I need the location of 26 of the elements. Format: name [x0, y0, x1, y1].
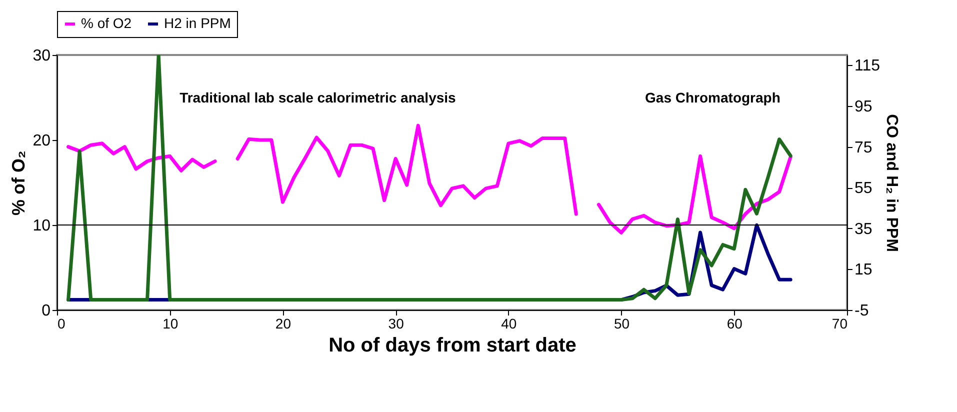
x-tick-label: 50	[614, 316, 630, 332]
legend-label: % of O2	[81, 15, 132, 31]
annotation: Gas Chromatograph	[645, 89, 780, 106]
x-tick-label: 30	[388, 316, 404, 332]
x-tick-label: 20	[275, 316, 292, 332]
y-tick-label: 20	[32, 132, 51, 150]
y-axis-title: % of O₂	[8, 150, 29, 216]
y2-tick-label: 95	[854, 98, 872, 116]
x-axis-title: No of days from start date	[328, 334, 576, 356]
y2-tick-label: 115	[854, 58, 880, 75]
legend-label: H2 in PPM	[164, 15, 231, 31]
y2-tick-label: 75	[854, 139, 872, 156]
x-tick-label: 60	[726, 316, 743, 332]
y2-axis-title: CO and H₂ in PPM	[883, 114, 900, 252]
x-tick-label: 10	[162, 316, 178, 332]
y2-tick-label: 55	[854, 180, 872, 198]
y-tick-label: 30	[32, 48, 51, 64]
x-tick-label: 40	[501, 316, 517, 332]
y-tick-label: 0	[42, 302, 51, 320]
y2-tick-label: -5	[854, 302, 869, 320]
y2-tick-label: 35	[854, 220, 872, 238]
y2-tick-label: 15	[854, 262, 872, 279]
x-tick-label: 0	[58, 316, 66, 332]
x-tick-label: 70	[832, 316, 848, 332]
y-tick-label: 10	[32, 218, 51, 234]
annotation: Traditional lab scale calorimetric analysis	[180, 89, 456, 106]
